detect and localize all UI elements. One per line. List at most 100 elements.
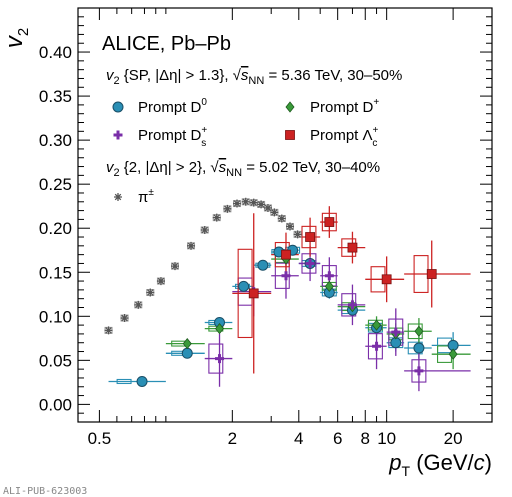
series-4-point-1 (120, 314, 129, 323)
series-3-point-5-shape (381, 274, 392, 285)
legend-pion-label-sup: ± (148, 187, 154, 198)
series-0-point-12 (413, 342, 425, 354)
series-2-point-5 (347, 300, 357, 310)
series-0-point-3-shape (238, 280, 250, 292)
series-4-point-4-shape (156, 277, 165, 286)
x-tick-label: 6 (333, 429, 342, 448)
series-2-point-0-shape (215, 354, 225, 364)
x-tick-label: 10 (377, 429, 396, 448)
series-2-point-4-shape (324, 271, 334, 281)
series-4-point-18 (293, 230, 302, 239)
series-4-point-6-shape (187, 241, 196, 250)
series-4-point-15 (270, 208, 279, 217)
series-3-point-3-shape (324, 217, 335, 227)
series-4-point-11 (241, 197, 250, 206)
series-2-point-8 (414, 366, 424, 376)
legend-ds-label-sup: + (201, 125, 207, 136)
text-layer: 0.5 2 4 6 8 10 200.000.050.100.150.200.250.300… (1, 28, 492, 479)
series-4-point-5-shape (171, 262, 180, 271)
y-tick-label: 0.35 (39, 87, 72, 106)
legend-lambdac-marker-shape (285, 130, 295, 140)
series-0-point-0 (136, 375, 148, 387)
series-1-point-7-shape (414, 325, 424, 337)
y-tick-label: 0.25 (39, 175, 72, 194)
series-2-point-8-shape (414, 366, 424, 376)
series-2-point-7-shape (391, 327, 401, 337)
series-2-point-6-shape (372, 341, 382, 351)
sp-header-v: v (106, 67, 115, 84)
series-3-point-6 (426, 269, 437, 279)
series-1-point-1-shape (215, 322, 225, 335)
x-tick-label: 2 (228, 429, 237, 448)
frame-layer (77, 7, 493, 423)
series-0-point-1 (181, 347, 193, 359)
series-4-point-18-shape (293, 230, 302, 239)
legend-d0-marker (112, 101, 124, 113)
series-3-point-0 (248, 288, 259, 299)
series-3-point-5 (381, 274, 392, 285)
legend-d0-label-main: Prompt D (138, 99, 202, 116)
legend-ds-label: Prompt D+ s (138, 125, 207, 149)
markers-layer (104, 197, 459, 387)
series-4-point-6 (187, 241, 196, 250)
legend-dplus-marker-shape (285, 101, 295, 113)
two-header-sub: 2 (114, 167, 120, 179)
series-4-point-5 (171, 262, 180, 271)
series-1-point-5 (372, 319, 382, 331)
series-3-point-1 (281, 249, 291, 260)
two-header-text: {2, |Δη| > 2}, (120, 159, 211, 176)
x-tick-label: 0.5 (88, 429, 112, 448)
legend-pion-label: π± (138, 187, 154, 206)
x-axis-title-unit-close: ) (485, 450, 492, 475)
y-axis-title-symbol: v (1, 34, 28, 48)
series-2-point-3 (305, 258, 315, 268)
series-4-point-4 (156, 277, 165, 286)
legend-ds-label-main: Prompt D (138, 127, 202, 144)
series-4-point-0-shape (104, 326, 113, 335)
series-1-point-1 (215, 322, 225, 335)
series-2-point-6 (372, 341, 382, 351)
series-4-point-14 (263, 203, 272, 212)
series-4-point-0 (104, 326, 113, 335)
series-4-point-13-shape (257, 200, 266, 209)
series-0-point-12-shape (413, 342, 425, 354)
legend-pion-label-main: π (138, 189, 148, 206)
legend-dplus-label: Prompt D+ (310, 97, 379, 116)
sp-header-text: {SP, |Δη| > 1.3}, (120, 67, 233, 84)
legend-d0-label: Prompt D0 (138, 97, 207, 116)
series-1-point-0-shape (182, 337, 192, 350)
series-1-point-3 (324, 280, 334, 292)
legend-lambdac-label-sub: c (372, 138, 377, 149)
series-3-point-2 (305, 232, 315, 242)
x-tick-label: 4 (294, 429, 303, 448)
series-4-point-3 (146, 288, 155, 297)
legend-dplus-label-main: Prompt D (310, 99, 374, 116)
y-tick-label: 0.40 (39, 43, 72, 62)
legend-dplus-marker (285, 101, 295, 113)
legend-lambdac-label-sup: + (373, 125, 379, 136)
legend-d0-marker-shape (112, 101, 124, 113)
series-0-point-1-shape (181, 347, 193, 359)
series-2-point-2 (281, 271, 291, 281)
x-axis-title-subscript: T (402, 463, 411, 479)
series-3-point-4-shape (347, 242, 358, 253)
series-2-point-3-shape (305, 258, 315, 268)
series-2-point-7 (391, 327, 401, 337)
y-tick-label: 0.00 (39, 395, 72, 414)
series-4-point-14-shape (263, 203, 272, 212)
series-4-point-12-shape (249, 198, 258, 207)
plot-frame (77, 7, 493, 423)
series-4-point-7-shape (200, 225, 209, 234)
series-4-point-7 (200, 225, 209, 234)
legend-pion-marker (114, 193, 122, 201)
legend-ds-marker-shape (113, 130, 123, 140)
series-4-point-13 (257, 200, 266, 209)
series-3-point-2-shape (305, 232, 315, 242)
two-header-s: s (219, 159, 227, 176)
x-axis-title-unit-c: c (474, 450, 485, 475)
series-4-point-2-shape (134, 300, 143, 309)
series-2-point-0 (215, 354, 225, 364)
sp-header-s: s (241, 67, 249, 84)
x-axis-title-symbol: p (388, 450, 401, 475)
